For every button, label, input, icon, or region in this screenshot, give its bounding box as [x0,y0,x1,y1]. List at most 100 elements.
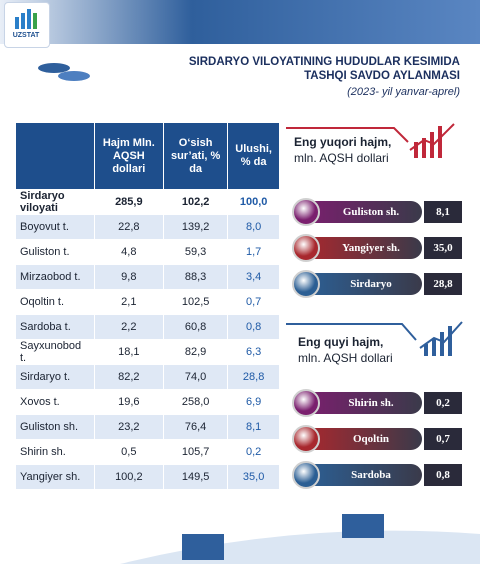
table-cell: 102,2 [162,189,229,215]
data-table: Hajm Mln. AQSH dollari O‘sish sur’ati, % … [15,122,280,515]
table-cell: 2,1 [93,289,164,315]
title-line: TASHQI SAVDO AYLANMASI [304,70,460,82]
table-cell [227,489,280,515]
pill: Yangiyer sh. 35,0 [292,234,462,262]
table-cell: 4,8 [93,239,164,265]
pill-value: 0,7 [424,428,462,450]
table-row: Sirdaryo viloyati 285,9 102,2 100,0 [15,189,280,215]
pill: Guliston sh. 8,1 [292,198,462,226]
table-cell: 6,3 [227,339,280,365]
pill-circle [292,425,320,453]
table-row: Shirin sh. 0,5 105,7 0,2 [15,439,280,465]
panel-heading: Eng yuqori hajm, [294,135,392,149]
panel-unit: mln. AQSH dollari [294,151,389,165]
table-cell: Sayxunobod t. [15,339,95,365]
logo-text: UZSTAT [12,32,40,39]
table-cell: 2,2 [93,314,164,340]
table-cell: 76,4 [162,414,229,440]
pill: Shirin sh. 0,2 [292,389,462,417]
pill-bar: Sardoba [306,464,422,486]
top-panel-frame [286,123,455,158]
table-cell: Boyovut t. [15,214,95,240]
table-cell: Oqoltin t. [15,289,95,315]
panel-title: Eng yuqori hajm, mln. AQSH dollari [294,134,391,166]
table-cell [15,489,95,515]
table-cell: 22,8 [93,214,164,240]
table-cell: 59,3 [162,239,229,265]
column-header: O‘sish sur’ati, % da [162,122,229,190]
table-cell: 0,2 [227,439,280,465]
table-cell: Sardoba t. [15,314,95,340]
table-cell: 149,5 [162,464,229,490]
table-row: Guliston t. 4,8 59,3 1,7 [15,239,280,265]
table-cell: 74,0 [162,364,229,390]
table-row: Xovos t. 19,6 258,0 6,9 [15,389,280,415]
pill-value: 8,1 [424,201,462,223]
table-row: Sirdaryo t. 82,2 74,0 28,8 [15,364,280,390]
pill-value: 0,8 [424,464,462,486]
title: SIRDARYO VILOYATINING HUDUDLAR KESIMIDA … [150,55,460,83]
pill-circle [292,270,320,298]
panel-unit: mln. AQSH dollari [298,351,393,365]
table-cell: Xovos t. [15,389,95,415]
pill-circle [292,234,320,262]
pill-value: 35,0 [424,237,462,259]
pill-bar: Shirin sh. [306,392,422,414]
logo-icon [15,9,37,29]
table-body: Sirdaryo viloyati 285,9 102,2 100,0 Boyovut … [15,189,280,515]
table-cell: 258,0 [162,389,229,415]
panel-title: Eng quyi hajm, mln. AQSH dollari [298,334,393,366]
table-cell: 3,4 [227,264,280,290]
pill: Sardoba 0,8 [292,461,462,489]
table-row: Boyovut t. 22,8 139,2 8,0 [15,214,280,240]
table-cell [162,489,229,515]
pill-circle [292,198,320,226]
pill: Sirdaryo 28,8 [292,270,462,298]
title-line: SIRDARYO VILOYATINING HUDUDLAR KESIMIDA [188,56,460,68]
table-cell: 28,8 [227,364,280,390]
table-cell: 139,2 [162,214,229,240]
bottom-panel-frame [286,321,463,356]
table-cell: Guliston sh. [15,414,95,440]
emblem [38,63,90,81]
table-cell: Mirzaobod t. [15,264,95,290]
pill-value: 0,2 [424,392,462,414]
table-cell: 100,0 [227,189,280,215]
pill: Oqoltin 0,7 [292,425,462,453]
table-cell: Shirin sh. [15,439,95,465]
table-cell: 88,3 [162,264,229,290]
pill-bar: Yangiyer sh. [306,237,422,259]
logo [4,2,50,48]
pill-bar: Guliston sh. [306,201,422,223]
table-cell: Yangiyer sh. [15,464,95,490]
header-row: Hajm Mln. AQSH dollari O‘sish sur’ati, % … [15,122,280,190]
table-cell: Guliston t. [15,239,95,265]
table-cell: 18,1 [93,339,164,365]
table-row: Sayxunobod t. 18,1 82,9 6,3 [15,339,280,365]
table-cell [93,489,164,515]
table-cell: 8,1 [227,414,280,440]
pill-value: 28,8 [424,273,462,295]
table-cell: 6,9 [227,389,280,415]
pill-circle [292,389,320,417]
pill-bar: Oqoltin [306,428,422,450]
table-cell: 60,8 [162,314,229,340]
table-row [15,489,280,515]
table-cell: 0,8 [227,314,280,340]
footer-decoration [120,514,480,564]
table-row: Sardoba t. 2,2 60,8 0,8 [15,314,280,340]
column-header: Hajm Mln. AQSH dollari [93,122,164,190]
table-cell: 82,9 [162,339,229,365]
table-cell: 9,8 [93,264,164,290]
panel-heading: Eng quyi hajm, [298,335,384,349]
table-cell: 285,9 [93,189,164,215]
column-header [15,122,95,190]
table-cell: 0,7 [227,289,280,315]
table-cell: 1,7 [227,239,280,265]
table-cell: Sirdaryo t. [15,364,95,390]
table-cell: 105,7 [162,439,229,465]
table-cell: Sirdaryo viloyati [15,189,95,215]
table-cell: 8,0 [227,214,280,240]
table-cell: 23,2 [93,414,164,440]
table-row: Oqoltin t. 2,1 102,5 0,7 [15,289,280,315]
